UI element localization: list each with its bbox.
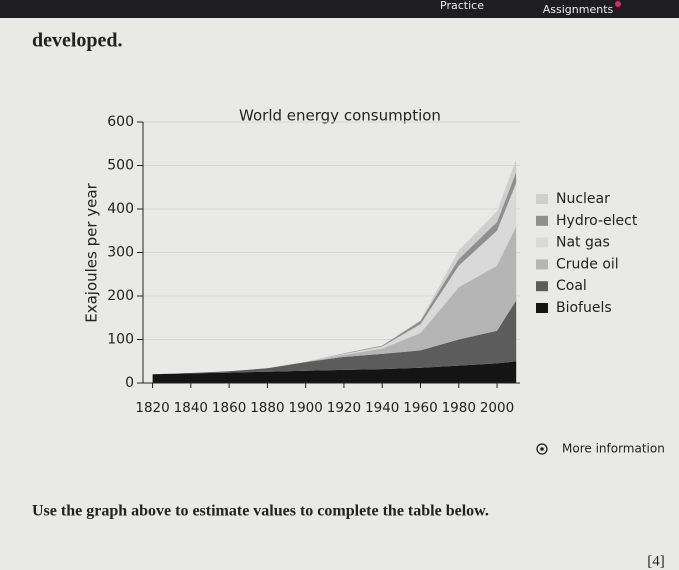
legend-label: Biofuels	[556, 300, 612, 316]
x-tick-label: 1840	[174, 400, 208, 416]
x-tick-label: 1980	[442, 400, 476, 416]
y-tick-label: 200	[107, 288, 134, 304]
area	[152, 226, 517, 375]
chart-title: World energy consumption	[239, 107, 441, 125]
x-tick-label: 1900	[288, 400, 322, 416]
legend-label: Nat gas	[556, 235, 610, 251]
nav-practice[interactable]: Practice	[440, 0, 484, 12]
more-information[interactable]: More information	[562, 442, 665, 456]
legend-label: Nuclear	[556, 191, 610, 207]
x-tick-label: 1820	[135, 400, 169, 416]
y-axis-label: Exajoules per year	[83, 182, 101, 322]
nav-assignments[interactable]: Assignments	[543, 3, 614, 16]
x-tick-label: 1880	[250, 400, 284, 416]
legend-swatch	[536, 237, 548, 248]
top-bar	[0, 0, 679, 18]
y-tick-label: 0	[125, 375, 134, 391]
x-tick-label: 1960	[403, 400, 437, 416]
y-tick-label: 300	[107, 245, 134, 261]
legend-label: Hydro-elect	[556, 213, 638, 229]
area	[152, 300, 517, 375]
instruction: Use the graph above to estimate values t…	[32, 503, 489, 520]
area	[152, 361, 517, 383]
legend-label: Crude oil	[556, 256, 619, 272]
y-tick-label: 400	[107, 201, 134, 217]
area	[152, 182, 517, 375]
legend-swatch	[536, 215, 548, 226]
intro-text: developed.	[32, 30, 123, 52]
y-tick-label: 100	[107, 332, 134, 348]
info-icon[interactable]	[536, 443, 548, 455]
legend-swatch	[536, 281, 548, 292]
legend-swatch	[536, 194, 548, 204]
y-tick-label: 500	[107, 158, 134, 174]
legend-swatch	[536, 303, 548, 313]
legend-label: Coal	[556, 278, 587, 294]
x-tick-label: 1860	[212, 400, 246, 416]
info-icon-dot	[540, 447, 544, 451]
plot: 0 100 200 300 400 500 600 1820 1840 1860 1880 1900 1…	[107, 114, 638, 416]
marks: [4]	[647, 553, 665, 569]
notification-dot	[615, 1, 621, 7]
x-tick-label: 1940	[365, 400, 399, 416]
legend-swatch	[536, 259, 548, 270]
x-tick-label: 2000	[480, 400, 514, 416]
x-tick-label: 1920	[327, 400, 361, 416]
y-tick-label: 600	[107, 114, 134, 130]
